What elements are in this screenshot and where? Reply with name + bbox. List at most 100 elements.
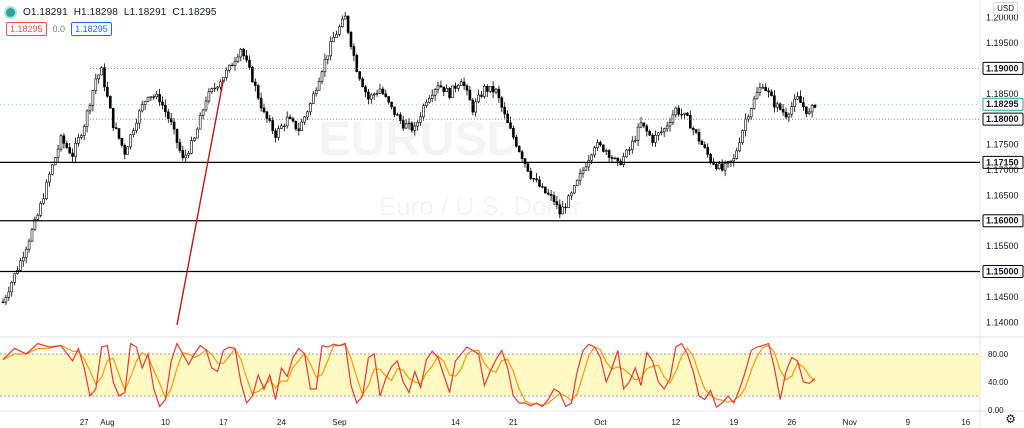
- candle: [297, 122, 301, 136]
- candle: [526, 163, 530, 173]
- candle: [387, 95, 391, 105]
- candle-body: [309, 103, 312, 113]
- candle-body: [10, 282, 13, 293]
- candle: [77, 133, 80, 147]
- candle: [248, 55, 251, 70]
- horizontal-levels[interactable]: [0, 67, 980, 273]
- candle-body: [767, 90, 770, 93]
- candle: [309, 102, 312, 116]
- candle-body: [204, 100, 208, 111]
- candle-body: [512, 127, 515, 138]
- candle-body: [274, 130, 277, 138]
- candle-body: [613, 157, 617, 160]
- time-tick-label: 19: [729, 418, 738, 427]
- candle: [282, 123, 286, 132]
- candle: [280, 123, 283, 130]
- candle-body: [1, 301, 5, 304]
- price-tick-label: 1.18295: [986, 99, 1019, 109]
- time-axis[interactable]: 27 Aug 10 17 24 Sep 14 21 Oct 12 19 26 Nov 9 16: [80, 418, 971, 427]
- candle-body: [152, 96, 156, 98]
- candle: [152, 94, 156, 101]
- candle-body: [114, 127, 118, 129]
- candle: [384, 89, 388, 98]
- buy-price-badge[interactable]: 1.18295: [71, 22, 112, 36]
- sell-price-badge[interactable]: 1.18295: [6, 22, 47, 36]
- candle: [778, 102, 782, 111]
- candle: [613, 156, 617, 160]
- candle: [645, 123, 649, 137]
- candle-body: [27, 240, 31, 250]
- candle: [445, 84, 449, 92]
- candle-body: [648, 130, 652, 136]
- candle: [355, 53, 359, 73]
- time-tick-label: 14: [451, 418, 460, 427]
- candle: [636, 123, 640, 147]
- candle-body: [343, 15, 347, 20]
- candle-body: [697, 132, 701, 142]
- candle: [697, 128, 701, 145]
- candle-body: [187, 152, 190, 156]
- candle-body: [616, 157, 620, 162]
- price-level-tag: [982, 265, 1024, 279]
- candle-body: [636, 126, 640, 141]
- candle-body: [68, 147, 71, 154]
- candle: [303, 115, 306, 126]
- candle-body: [552, 195, 556, 202]
- candle-body: [155, 93, 158, 98]
- candle-body: [210, 88, 214, 93]
- candle: [167, 108, 170, 123]
- candle-body: [657, 132, 660, 136]
- candle: [193, 137, 196, 142]
- bid-ask-row: 1.18295 0.0 1.18295: [6, 22, 112, 36]
- candle-body: [662, 128, 666, 133]
- candle: [320, 69, 324, 84]
- candle-body: [311, 93, 315, 104]
- candle: [802, 96, 805, 111]
- candle: [497, 85, 501, 103]
- candle: [236, 53, 240, 63]
- candle: [584, 162, 588, 172]
- candle: [213, 82, 216, 93]
- candle: [517, 145, 521, 153]
- candle: [746, 114, 750, 123]
- candle: [285, 111, 289, 129]
- candle-body: [271, 120, 275, 131]
- candle: [767, 87, 770, 98]
- candle-body: [448, 87, 451, 99]
- candle: [485, 84, 489, 98]
- candle: [758, 82, 762, 97]
- candle: [161, 96, 164, 110]
- candle: [135, 118, 138, 134]
- candle: [665, 121, 669, 133]
- time-tick-label: Sep: [332, 418, 347, 427]
- candle: [741, 129, 744, 145]
- candle-body: [755, 92, 759, 100]
- candle: [430, 89, 434, 103]
- candle-body: [297, 128, 301, 131]
- candle-body: [422, 105, 425, 118]
- time-tick-label: 16: [961, 418, 970, 427]
- candle-body: [781, 109, 785, 113]
- candle-body: [465, 85, 469, 91]
- candle: [288, 114, 292, 120]
- stochastic-tick-label: 80.00: [988, 350, 1009, 359]
- candle: [198, 112, 202, 130]
- candle: [587, 155, 591, 171]
- candle: [448, 87, 451, 100]
- candle-body: [416, 122, 420, 127]
- candle: [630, 136, 634, 154]
- candle-body: [323, 59, 327, 73]
- candle-body: [500, 97, 504, 108]
- settings-gear-icon[interactable]: ⚙: [1005, 412, 1016, 426]
- candle-body: [567, 195, 570, 208]
- currency-label[interactable]: USD: [993, 2, 1018, 15]
- candle: [549, 189, 553, 201]
- candle: [201, 108, 205, 120]
- candle-body: [335, 34, 338, 38]
- candle: [314, 87, 318, 97]
- candle: [172, 118, 176, 135]
- trendline[interactable]: [176, 79, 225, 325]
- stochastic-band: [0, 353, 980, 397]
